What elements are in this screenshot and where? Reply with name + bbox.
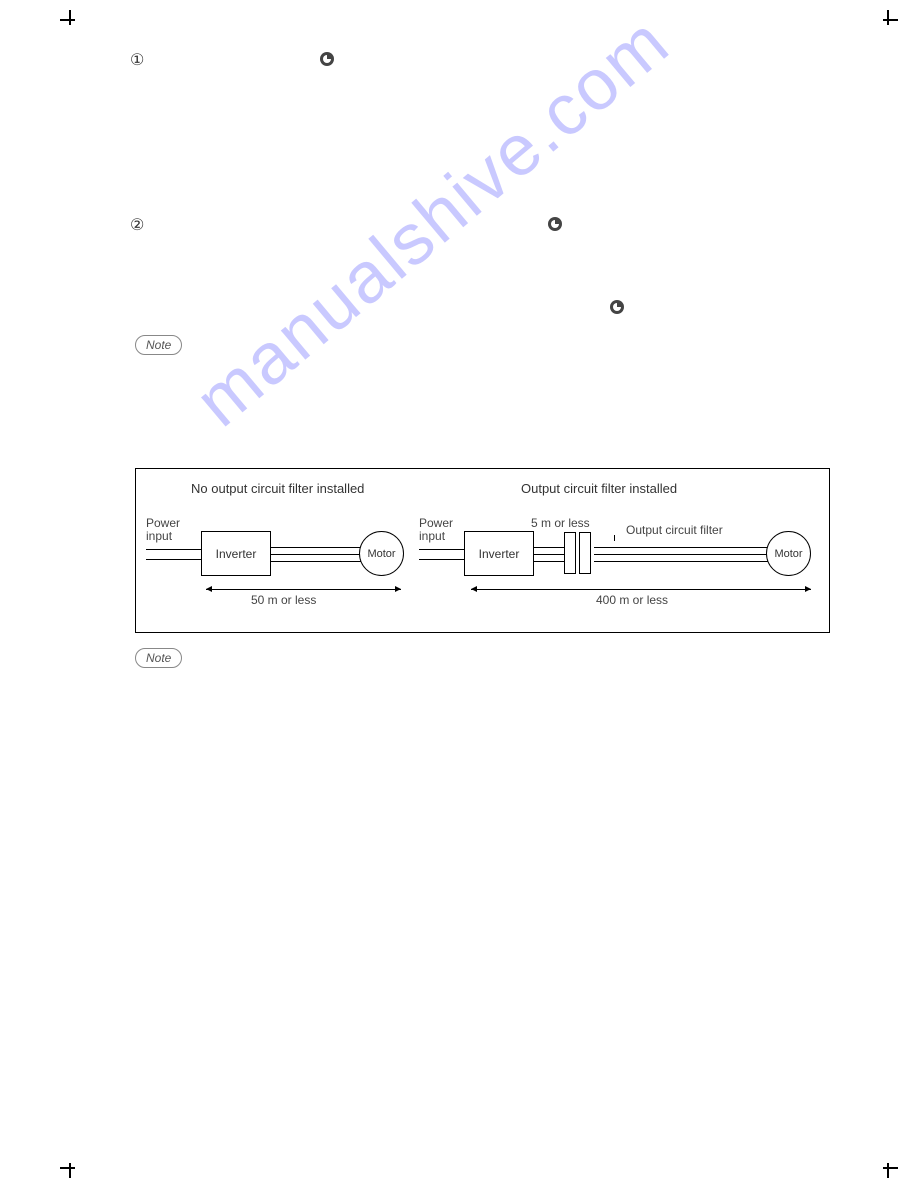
wire: [419, 559, 464, 560]
note-badge: Note: [135, 335, 182, 355]
label-400m: 400 m or less: [596, 594, 668, 607]
inverter-box-left: Inverter: [201, 531, 271, 576]
label-5m: 5 m or less: [531, 517, 590, 530]
section-1: ①: [130, 50, 830, 190]
grounding-icon: [548, 217, 562, 231]
dimension-arrow: [206, 589, 401, 590]
note-2-body: [135, 676, 830, 876]
note-1-body: [135, 363, 830, 443]
crop-mark-bl: [60, 1158, 80, 1178]
section-1-number: ①: [130, 50, 144, 70]
crop-mark-tr: [878, 10, 898, 30]
wiring-diagram: No output circuit filter installed Outpu…: [135, 468, 830, 633]
section-2-text: [155, 235, 830, 295]
wire: [271, 554, 361, 555]
label-50m: 50 m or less: [251, 594, 316, 607]
wire: [594, 554, 769, 555]
page-content: ① ② Note No output circuit filter instal…: [130, 50, 830, 901]
label-filter: Output circuit filter: [626, 524, 723, 537]
section-2: ②: [130, 215, 830, 295]
wire: [271, 547, 361, 548]
wire: [271, 561, 361, 562]
wire: [146, 549, 201, 550]
wire: [534, 561, 564, 562]
motor-circle-left: Motor: [359, 531, 404, 576]
wire: [534, 547, 564, 548]
section-1-text: [155, 70, 830, 190]
wire: [534, 554, 564, 555]
leader-line: [614, 535, 615, 541]
crop-mark-tl: [60, 10, 80, 30]
wire: [594, 561, 769, 562]
inverter-box-right: Inverter: [464, 531, 534, 576]
label-power-input-left: Power input: [146, 517, 180, 543]
wire: [146, 559, 201, 560]
note-1: Note: [135, 335, 830, 443]
motor-circle-right: Motor: [766, 531, 811, 576]
diagram-header-right: Output circuit filter installed: [521, 481, 677, 496]
dimension-arrow: [471, 589, 811, 590]
wire: [419, 549, 464, 550]
note-2: Note: [135, 648, 830, 876]
section-2-number: ②: [130, 215, 144, 235]
note-badge: Note: [135, 648, 182, 668]
grounding-icon: [320, 52, 334, 66]
filter-symbol: [564, 532, 594, 572]
diagram-header-left: No output circuit filter installed: [191, 481, 364, 496]
wire: [594, 547, 769, 548]
label-power-input-right: Power input: [419, 517, 453, 543]
grounding-icon: [610, 300, 624, 314]
crop-mark-br: [878, 1158, 898, 1178]
